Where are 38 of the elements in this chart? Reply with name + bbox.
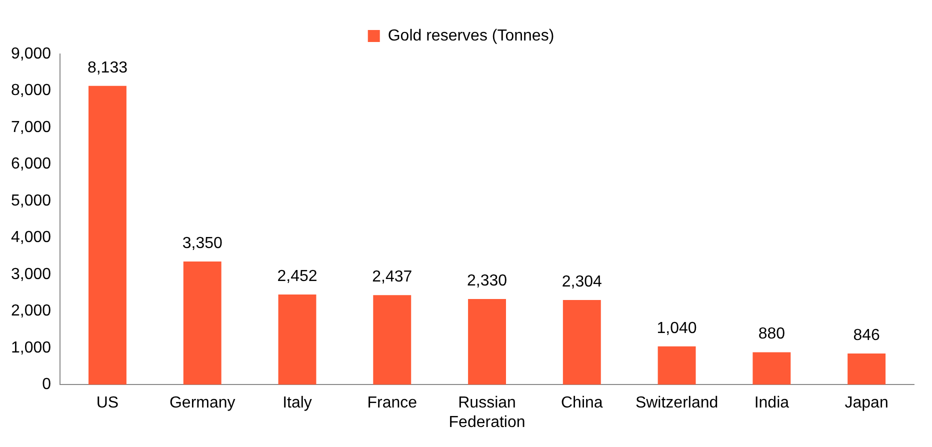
x-tick-label: Japan: [844, 394, 888, 412]
x-tick-label: Switzerland: [635, 394, 718, 412]
y-tick-label: 2,000: [10, 302, 52, 320]
x-tick-label: Italy: [282, 394, 312, 412]
y-tick-label: 9,000: [10, 45, 52, 62]
y-tick-label: 5,000: [10, 192, 52, 210]
bar: [373, 295, 412, 385]
x-tick-label: Russian Federation: [448, 394, 526, 431]
y-tick-label: 3,000: [10, 266, 52, 283]
data-label: 2,330: [466, 272, 508, 290]
x-tick-label: US: [96, 394, 119, 412]
bar: [752, 352, 791, 385]
y-tick-label: 7,000: [10, 118, 52, 136]
x-tick-label: India: [754, 394, 790, 412]
data-label: 8,133: [87, 59, 128, 76]
y-tick-label: 6,000: [10, 156, 52, 173]
bar: [562, 300, 601, 385]
y-tick-label: 8,000: [10, 82, 52, 100]
y-tick-label: 0: [42, 376, 52, 394]
legend-label: Gold reserves (Tonnes): [388, 27, 554, 44]
bar: [468, 299, 506, 385]
x-tick-label: Germany: [169, 394, 236, 412]
data-label: 1,040: [656, 320, 697, 337]
data-label: 2,452: [277, 268, 318, 285]
bar: [278, 294, 316, 385]
x-tick-label: China: [561, 394, 603, 412]
y-tick-label: 1,000: [10, 339, 52, 356]
bar: [183, 262, 222, 385]
data-label: 846: [853, 326, 880, 344]
bar: [88, 86, 126, 385]
data-label: 3,350: [182, 234, 222, 252]
data-label: 2,437: [372, 268, 412, 286]
data-label: 880: [758, 326, 786, 343]
x-tick-label: France: [367, 394, 418, 412]
y-tick-label: 4,000: [10, 229, 52, 246]
data-label: 2,304: [562, 273, 602, 290]
bar: [658, 346, 696, 385]
bar: [848, 354, 886, 385]
